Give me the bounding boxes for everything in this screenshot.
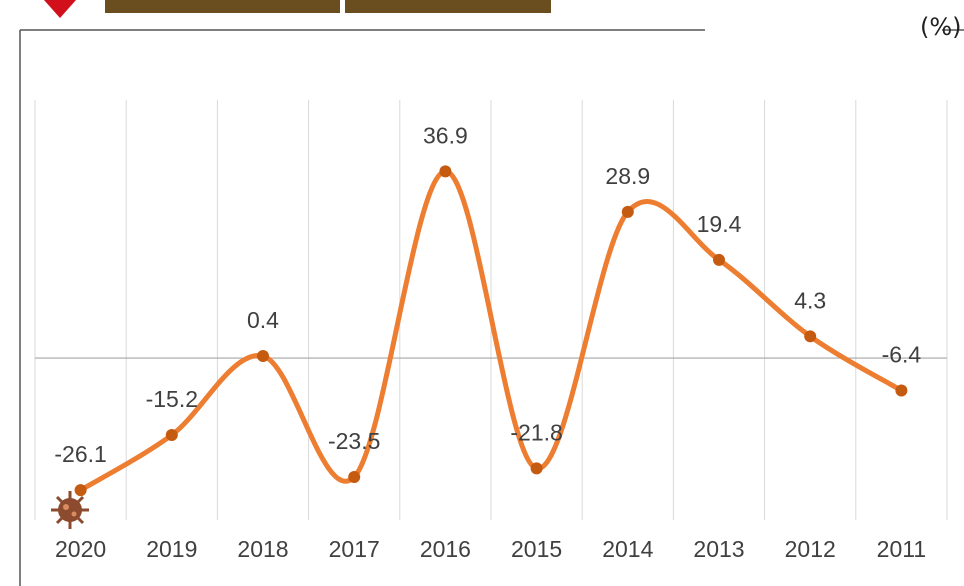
data-label: 19.4	[697, 211, 742, 237]
x-tick-label: 2020	[55, 536, 106, 562]
x-tick-label: 2012	[785, 536, 836, 562]
data-label: 28.9	[605, 163, 650, 189]
data-label: -23.5	[328, 428, 380, 454]
point	[621, 205, 634, 218]
data-label: -6.4	[882, 342, 922, 368]
point	[804, 330, 817, 343]
point	[895, 384, 908, 397]
point	[530, 462, 543, 475]
data-label: 0.4	[247, 307, 279, 333]
x-tick-label: 2011	[877, 536, 926, 562]
x-tick-label: 2014	[602, 536, 653, 562]
x-tick-label: 2019	[146, 536, 197, 562]
virus-icon	[51, 491, 89, 529]
x-tick-label: 2013	[693, 536, 744, 562]
point	[257, 350, 269, 363]
x-tick-label: 2016	[420, 536, 471, 562]
x-tick-label: 2017	[329, 536, 380, 562]
chart-title: نسبة التغير (%)	[920, 13, 964, 41]
data-label: -21.8	[510, 419, 562, 445]
red-marker	[44, 0, 76, 18]
point	[348, 470, 361, 483]
data-label: -15.2	[146, 386, 198, 412]
data-label: 4.3	[794, 287, 826, 313]
x-tick-label: 2018	[237, 536, 288, 562]
point	[439, 165, 452, 178]
data-label: -26.1	[54, 441, 106, 467]
point	[713, 253, 725, 266]
tab	[105, 0, 340, 13]
x-tick-label: 2015	[511, 536, 562, 562]
point	[165, 428, 178, 441]
point	[74, 484, 87, 497]
tab	[345, 0, 551, 13]
data-label: 36.9	[423, 122, 468, 148]
